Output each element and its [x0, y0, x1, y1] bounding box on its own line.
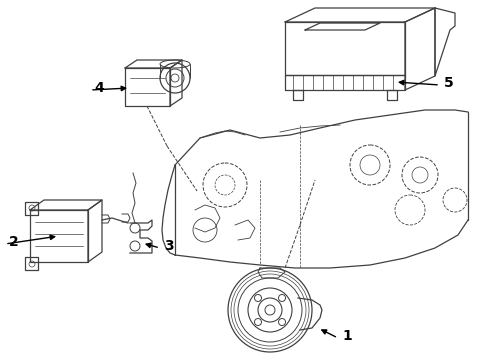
Text: 2: 2: [9, 235, 19, 249]
Text: 1: 1: [342, 329, 352, 343]
Text: 4: 4: [94, 81, 104, 95]
Text: 5: 5: [444, 76, 454, 90]
Text: 3: 3: [164, 239, 173, 253]
